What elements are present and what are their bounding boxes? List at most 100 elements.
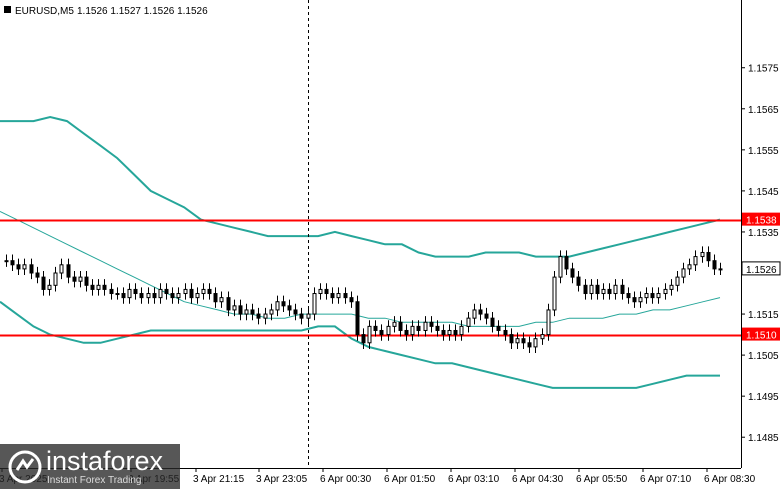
candle	[478, 303, 483, 321]
candle	[183, 283, 188, 300]
candle	[213, 287, 218, 308]
candle	[706, 246, 711, 267]
candle	[398, 316, 403, 337]
y-tick-label: 1.1535	[748, 228, 779, 239]
logo-tagline: Instant Forex Trading	[47, 475, 142, 486]
candle	[663, 283, 668, 300]
candle	[10, 254, 15, 271]
price-badges: 1.1538 1.1510 1.1526	[741, 212, 781, 342]
x-tick-label: 6 Apr 01:50	[384, 474, 436, 485]
candle	[355, 295, 360, 341]
candle	[219, 291, 224, 308]
candle	[121, 287, 126, 304]
indicator-lines	[0, 115, 721, 389]
candle	[35, 266, 40, 284]
candle	[447, 324, 452, 341]
candle	[416, 320, 421, 337]
candle	[47, 279, 52, 296]
candle	[96, 279, 101, 296]
candle	[718, 262, 723, 276]
candle	[232, 299, 237, 317]
y-tick-label: 1.1495	[748, 392, 779, 403]
candle	[244, 303, 249, 321]
candle	[521, 332, 526, 349]
header-ohlc: 1.1526 1.1527 1.1526 1.1526	[77, 6, 208, 17]
candle	[644, 287, 649, 304]
candle	[78, 270, 83, 288]
candle	[361, 328, 366, 349]
candle	[459, 320, 464, 341]
candle	[367, 320, 372, 349]
candle	[570, 262, 575, 284]
candle	[540, 328, 545, 345]
candle	[675, 270, 680, 292]
x-tick-label: 3 Apr 23:05	[256, 474, 308, 485]
candle	[336, 287, 341, 304]
candle	[201, 283, 206, 300]
level-badge-label: 1.1538	[746, 216, 777, 227]
candle	[115, 287, 120, 300]
candle	[386, 320, 391, 341]
candle	[656, 287, 661, 304]
y-tick-label: 1.1555	[748, 146, 779, 157]
candle	[687, 258, 692, 276]
candle	[509, 328, 514, 349]
candle	[558, 250, 563, 284]
candle	[312, 287, 317, 321]
candle	[29, 258, 34, 280]
candle	[626, 287, 631, 304]
candle	[170, 287, 175, 304]
candle	[127, 283, 132, 304]
candle	[195, 287, 200, 304]
header-marker	[4, 6, 11, 13]
x-tick-label: 6 Apr 05:50	[576, 474, 628, 485]
candle	[84, 270, 89, 292]
x-tick-label: 6 Apr 07:10	[640, 474, 692, 485]
candle	[318, 283, 323, 300]
chart-header: EURUSD,M5 1.1526 1.1527 1.1526 1.1526	[4, 6, 208, 17]
candle	[466, 312, 471, 333]
candle	[533, 332, 538, 354]
candles	[4, 246, 723, 354]
candle	[589, 279, 594, 300]
x-tick-label: 6 Apr 08:30	[704, 474, 756, 485]
candle	[453, 324, 458, 341]
candle	[90, 279, 95, 296]
y-tick-label: 1.1515	[748, 310, 779, 321]
level-badge	[742, 212, 780, 226]
x-tick-label: 3 Apr 21:15	[193, 474, 245, 485]
candle	[158, 283, 163, 304]
candle	[613, 279, 618, 300]
candle	[349, 291, 354, 308]
candle	[712, 254, 717, 276]
candle	[484, 307, 489, 325]
candle	[546, 303, 551, 341]
candle	[207, 283, 212, 300]
watermark-logo: instaforex Instant Forex Trading	[0, 444, 180, 489]
candle	[392, 316, 397, 333]
candle	[404, 324, 409, 341]
candle	[263, 307, 268, 325]
candle	[176, 287, 181, 304]
candle	[552, 270, 557, 317]
y-tick-label: 1.1545	[748, 187, 779, 198]
candle	[299, 307, 304, 325]
candle	[66, 258, 71, 284]
candle	[133, 283, 138, 300]
candle	[281, 295, 286, 312]
candle	[250, 303, 255, 321]
candle	[59, 258, 64, 280]
candle	[632, 291, 637, 308]
candle	[4, 254, 9, 267]
candle	[429, 316, 434, 333]
candle	[189, 283, 194, 304]
candle	[306, 307, 311, 325]
candle	[102, 279, 107, 296]
candle	[22, 258, 27, 276]
indicator-line-2	[0, 210, 721, 327]
level-badge	[742, 327, 780, 341]
candle	[595, 279, 600, 300]
candle	[576, 270, 581, 292]
candle	[293, 303, 298, 321]
candle	[435, 320, 440, 337]
